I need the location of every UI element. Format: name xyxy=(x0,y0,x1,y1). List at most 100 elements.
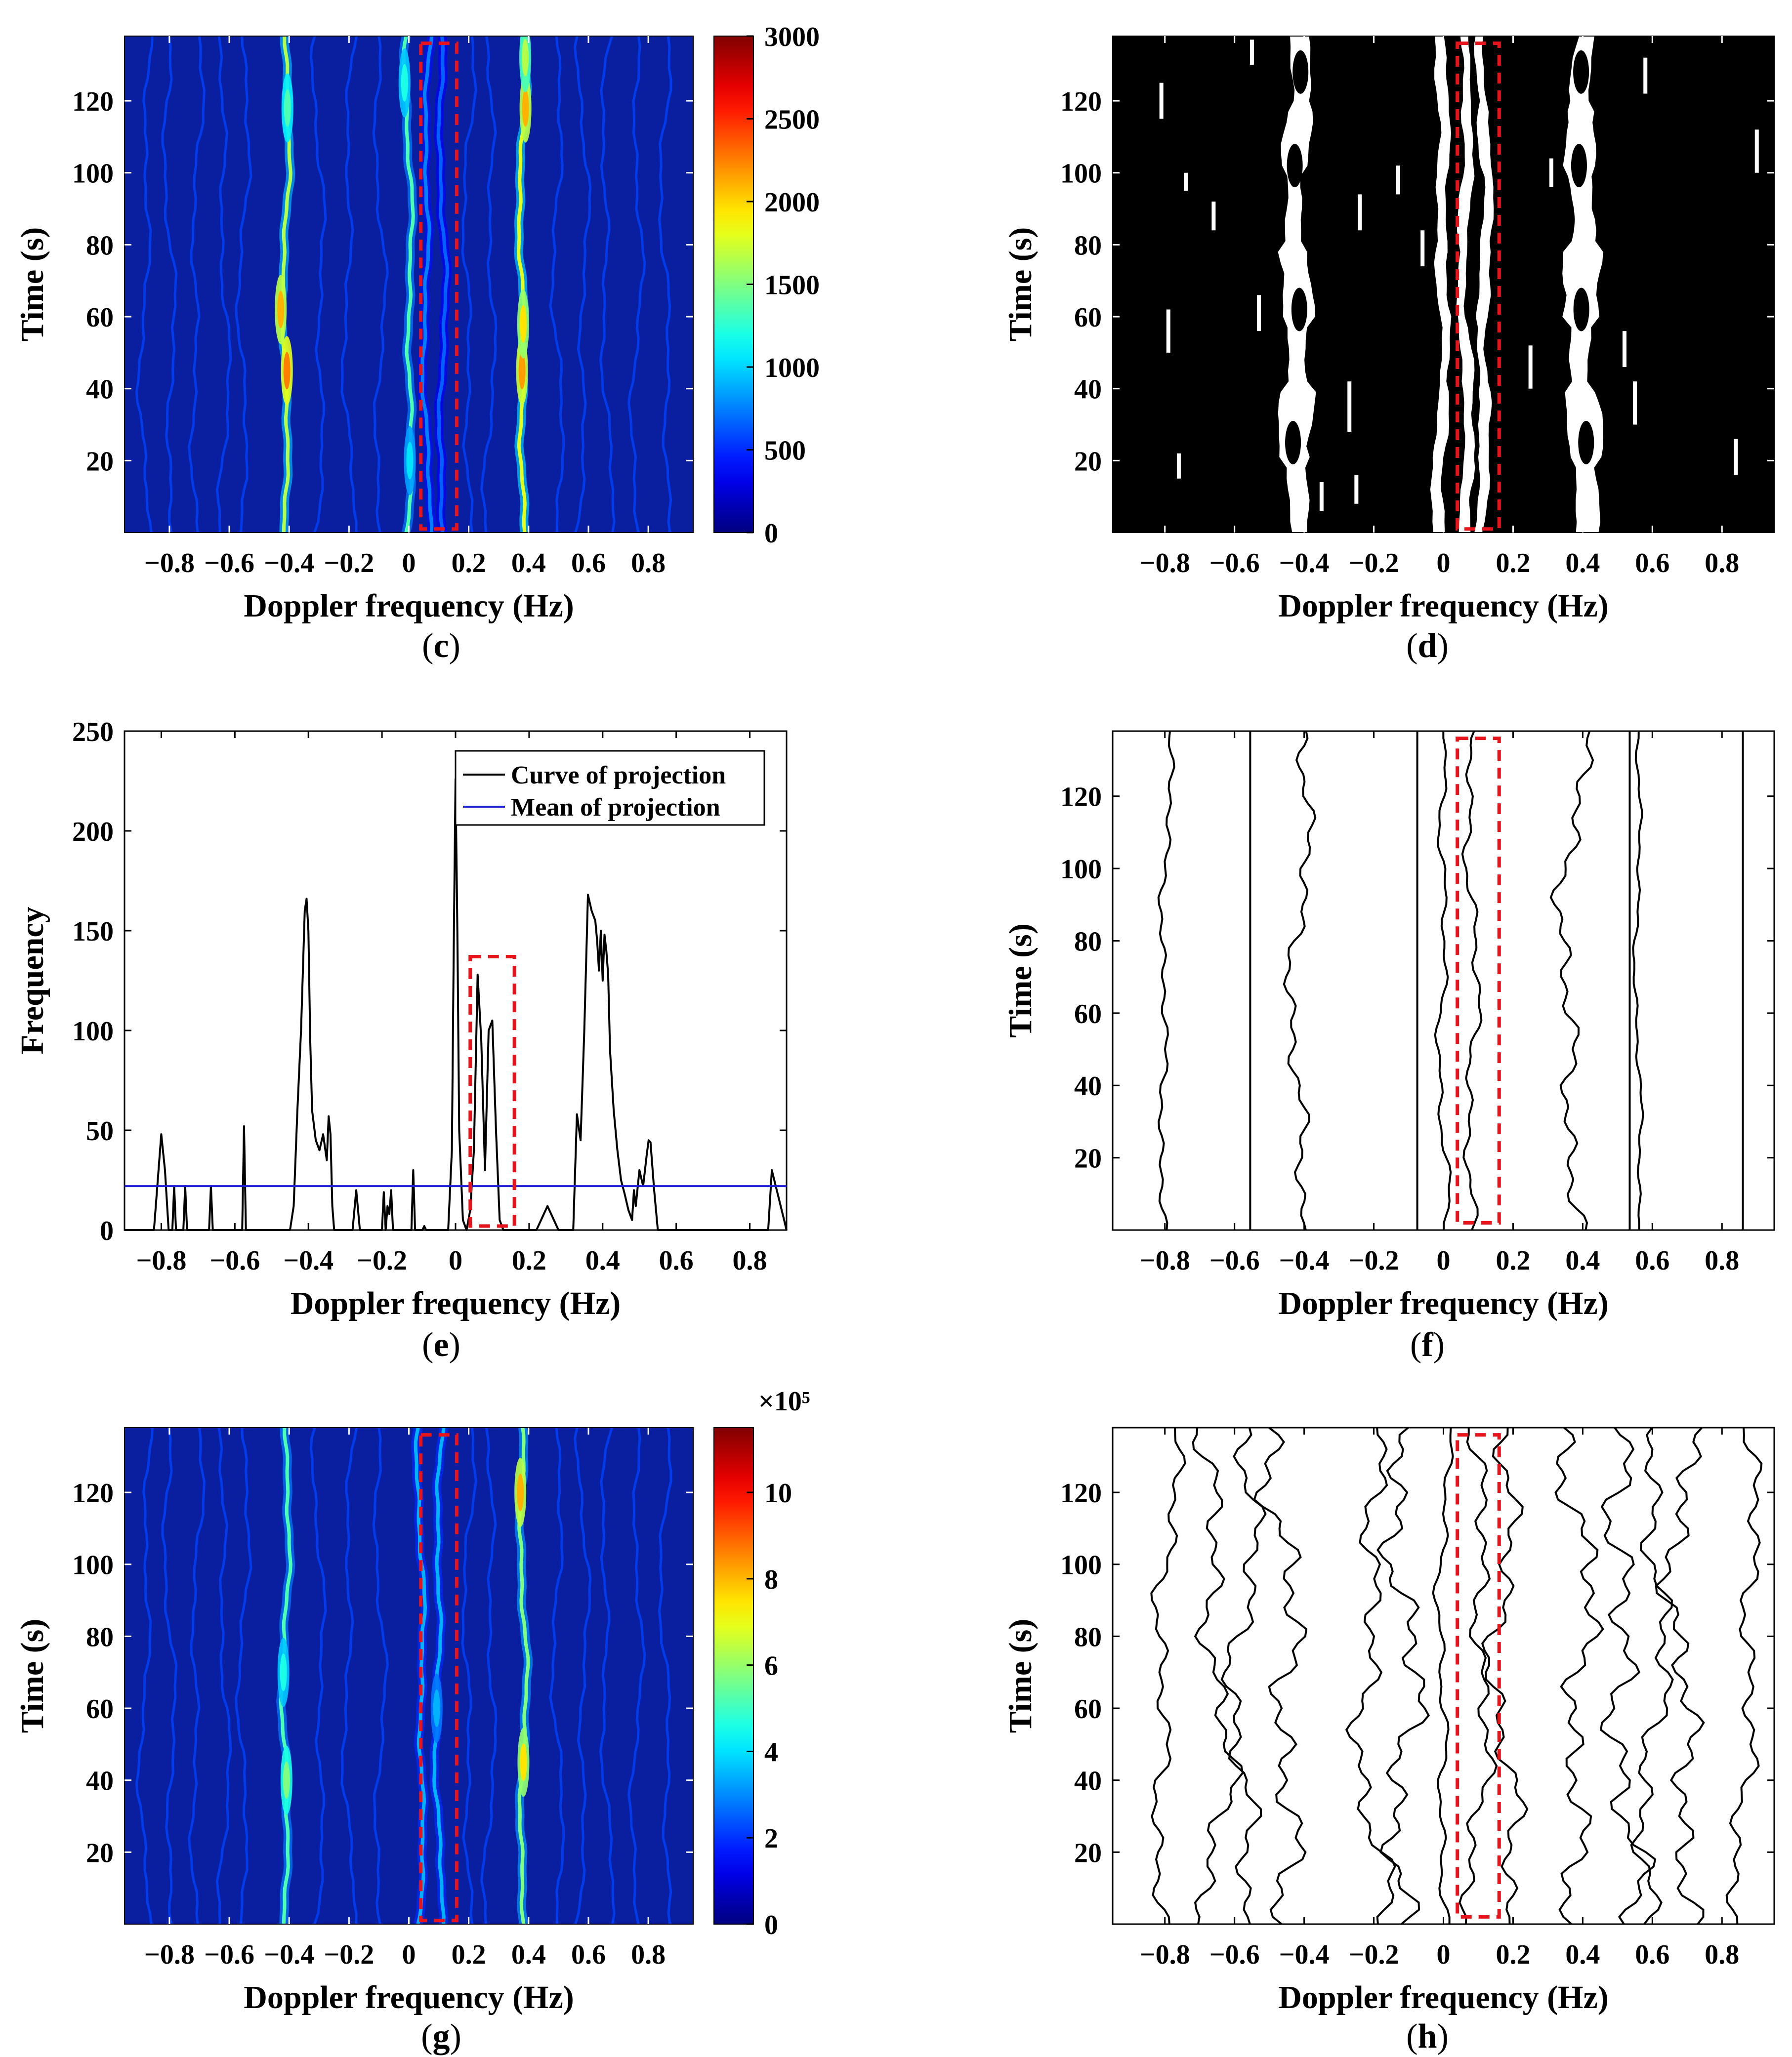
contour-line xyxy=(1632,731,1644,1231)
heatmap-hotspot-core xyxy=(519,305,527,343)
contour-line xyxy=(1655,1427,1705,1925)
binary-band xyxy=(1456,36,1475,533)
colorbar-tick-label: 2500 xyxy=(764,105,820,135)
x-tick-label: 0.2 xyxy=(452,1939,486,1970)
heatmap-hotspot-core xyxy=(517,1474,524,1512)
x-tick-label: 0.6 xyxy=(571,1939,606,1970)
heatmap-hotspot-core xyxy=(401,64,408,102)
x-tick-label: 0.2 xyxy=(452,548,486,578)
heatmap-faint-ridge xyxy=(215,36,232,533)
y-tick-label: 150 xyxy=(72,916,114,947)
x-tick-label: −0.2 xyxy=(1349,1245,1399,1276)
binary-segment xyxy=(1319,482,1324,511)
panel-label-paren: ( xyxy=(422,627,433,665)
colorbar-tick-label: 500 xyxy=(764,436,806,466)
contour-line xyxy=(1434,731,1452,1231)
heatmap-faint-ridge xyxy=(161,1428,178,1924)
highlight-box xyxy=(1456,737,1501,1225)
colorbar-exponent: ×10⁵ xyxy=(758,1386,810,1417)
x-axis-label: Doppler frequency (Hz) xyxy=(1278,1285,1608,1321)
panel-label-letter: e xyxy=(433,1326,449,1364)
contour-line xyxy=(1283,731,1317,1231)
binary-segment xyxy=(1396,165,1400,195)
y-tick-label: 80 xyxy=(1074,1622,1102,1652)
panel-label-letter: f xyxy=(1421,1326,1433,1364)
binary-body xyxy=(1113,36,1774,533)
y-tick-label: 50 xyxy=(86,1116,114,1147)
colorbar-tick-label: 0 xyxy=(764,1910,778,1940)
binary-segment xyxy=(1528,345,1533,389)
x-tick-label: −0.8 xyxy=(1140,1939,1190,1970)
x-tick-label: 0.4 xyxy=(511,548,546,578)
y-tick-label: 80 xyxy=(1074,230,1102,261)
x-tick-label: −0.6 xyxy=(1209,548,1260,578)
legend-box xyxy=(455,750,765,826)
projection-curve xyxy=(125,778,788,1231)
heatmap-faint-ridge xyxy=(599,1428,616,1924)
highlight-box xyxy=(419,41,458,531)
y-tick-label: 20 xyxy=(86,446,114,477)
x-tick-label: −0.4 xyxy=(1279,548,1330,578)
x-axis-label: Doppler frequency (Hz) xyxy=(1278,1979,1608,2016)
binary-hole xyxy=(1578,420,1594,464)
y-tick-label: 100 xyxy=(72,1550,114,1581)
y-tick-label: 20 xyxy=(1074,1144,1102,1174)
heatmap-faint-ridge xyxy=(215,1428,232,1924)
heatmap-faint-ridge xyxy=(161,36,178,533)
heatmap-faint-ridge xyxy=(188,1428,206,1924)
heatmap-faint-ridge xyxy=(549,36,565,533)
contour-line xyxy=(1432,1427,1454,1924)
x-tick-label: 0.8 xyxy=(631,548,666,578)
binary-band xyxy=(1430,36,1452,533)
panel-d: −0.8 −0.6 −0.4 −0.2 0 0.2 0.4 0.6 0.8 20 40 60 80 100… xyxy=(1002,36,1775,665)
y-tick-label: 60 xyxy=(86,302,114,333)
panel-label-paren: ) xyxy=(450,2017,461,2056)
panel-label-paren: ( xyxy=(1410,1326,1421,1364)
y-tick-label: 100 xyxy=(1060,159,1102,189)
panel-label-paren: ( xyxy=(421,2017,432,2056)
panel-label: (d) xyxy=(1406,627,1449,665)
heatmap-faint-ridge xyxy=(372,36,389,533)
x-tick-label: −0.6 xyxy=(1209,1939,1260,1970)
x-tick-label: −0.6 xyxy=(1209,1245,1260,1276)
panel-label: (f) xyxy=(1410,1326,1445,1364)
contour-line xyxy=(1725,1427,1763,1925)
x-tick-label: 0.2 xyxy=(1496,548,1530,578)
colorbar-tick-label: 8 xyxy=(764,1564,778,1595)
heatmap-hotspot-core xyxy=(283,1761,290,1799)
binary-segment xyxy=(1358,194,1362,231)
panel-label-paren: ( xyxy=(422,1326,433,1364)
y-tick-label: 20 xyxy=(1074,1838,1102,1868)
x-axis-label: Doppler frequency (Hz) xyxy=(1278,588,1608,624)
x-tick-label: −0.4 xyxy=(1279,1245,1330,1276)
heatmap-faint-ridge xyxy=(480,36,498,533)
x-tick-label: −0.6 xyxy=(204,1939,254,1970)
panel-label-paren: ( xyxy=(1406,627,1417,665)
binary-segment xyxy=(1250,40,1254,65)
y-tick-label: 20 xyxy=(86,1838,114,1868)
heatmap-faint-ridge xyxy=(372,1428,389,1924)
y-tick-label: 120 xyxy=(72,1478,114,1509)
x-tick-label: 0.4 xyxy=(1565,548,1600,578)
x-tick-label: 0.4 xyxy=(511,1939,546,1970)
x-axis-label: Doppler frequency (Hz) xyxy=(291,1285,621,1321)
heatmap-faint-ridge xyxy=(480,1428,498,1924)
x-tick-label: 0.4 xyxy=(1565,1245,1600,1276)
heatmap-hotspot-core xyxy=(283,352,291,390)
panel-label-paren: ) xyxy=(1437,2017,1448,2056)
panel-label: (h) xyxy=(1406,2017,1449,2056)
colorbar-tick-label: 6 xyxy=(764,1651,778,1682)
axis-ticks: −0.8 −0.6 −0.4 −0.2 0 0.2 0.4 0.6 0.8 20 40 60 80 100… xyxy=(72,1428,693,1970)
x-tick-label: 0 xyxy=(402,548,416,578)
y-tick-label: 0 xyxy=(100,1216,114,1246)
contour-line xyxy=(1220,1427,1267,1925)
y-tick-label: 20 xyxy=(1074,446,1102,477)
binary-segment xyxy=(1159,82,1164,119)
y-tick-label: 80 xyxy=(86,1622,114,1652)
heatmap-hotspot-core xyxy=(284,89,291,127)
heatmap-faint-ridge xyxy=(461,36,477,533)
contour-line xyxy=(1600,1427,1657,1925)
binary-segment xyxy=(1622,331,1626,367)
heatmap-faint-ridge xyxy=(340,1428,358,1924)
